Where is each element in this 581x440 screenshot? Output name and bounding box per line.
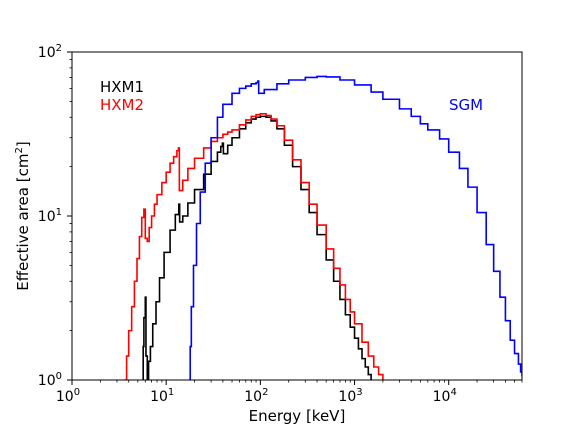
y-tick-label: 101 [38,207,62,225]
x-tick-label: 101 [150,387,174,405]
x-axis-label: Energy [keV] [249,407,346,425]
legend-label-hxm2: HXM2 [100,96,144,114]
x-tick-label: 100 [56,387,80,405]
y-axis-label-close: ] [14,141,32,147]
y-tick-label: 102 [38,43,62,61]
x-tick-label: 102 [244,387,268,405]
x-tick-label: 103 [338,387,362,405]
series-line-hxm1 [142,115,372,380]
legend-label-hxm1: HXM1 [100,78,144,96]
y-axis-label-main: Effective area [cm [14,154,32,291]
series-line-sgm [189,75,522,380]
tick-layer: 100 101 102 103 104 100 101 102 [38,43,523,405]
y-axis-label: Effective area [cm2] [14,141,32,290]
x-tick-label: 104 [433,387,457,405]
series-line-hxm2 [124,112,384,380]
legend-label-sgm: SGM [449,96,483,114]
series-layer [124,75,522,380]
y-tick-label: 100 [38,371,62,389]
y-axis-label-superscript: 2 [14,147,25,153]
